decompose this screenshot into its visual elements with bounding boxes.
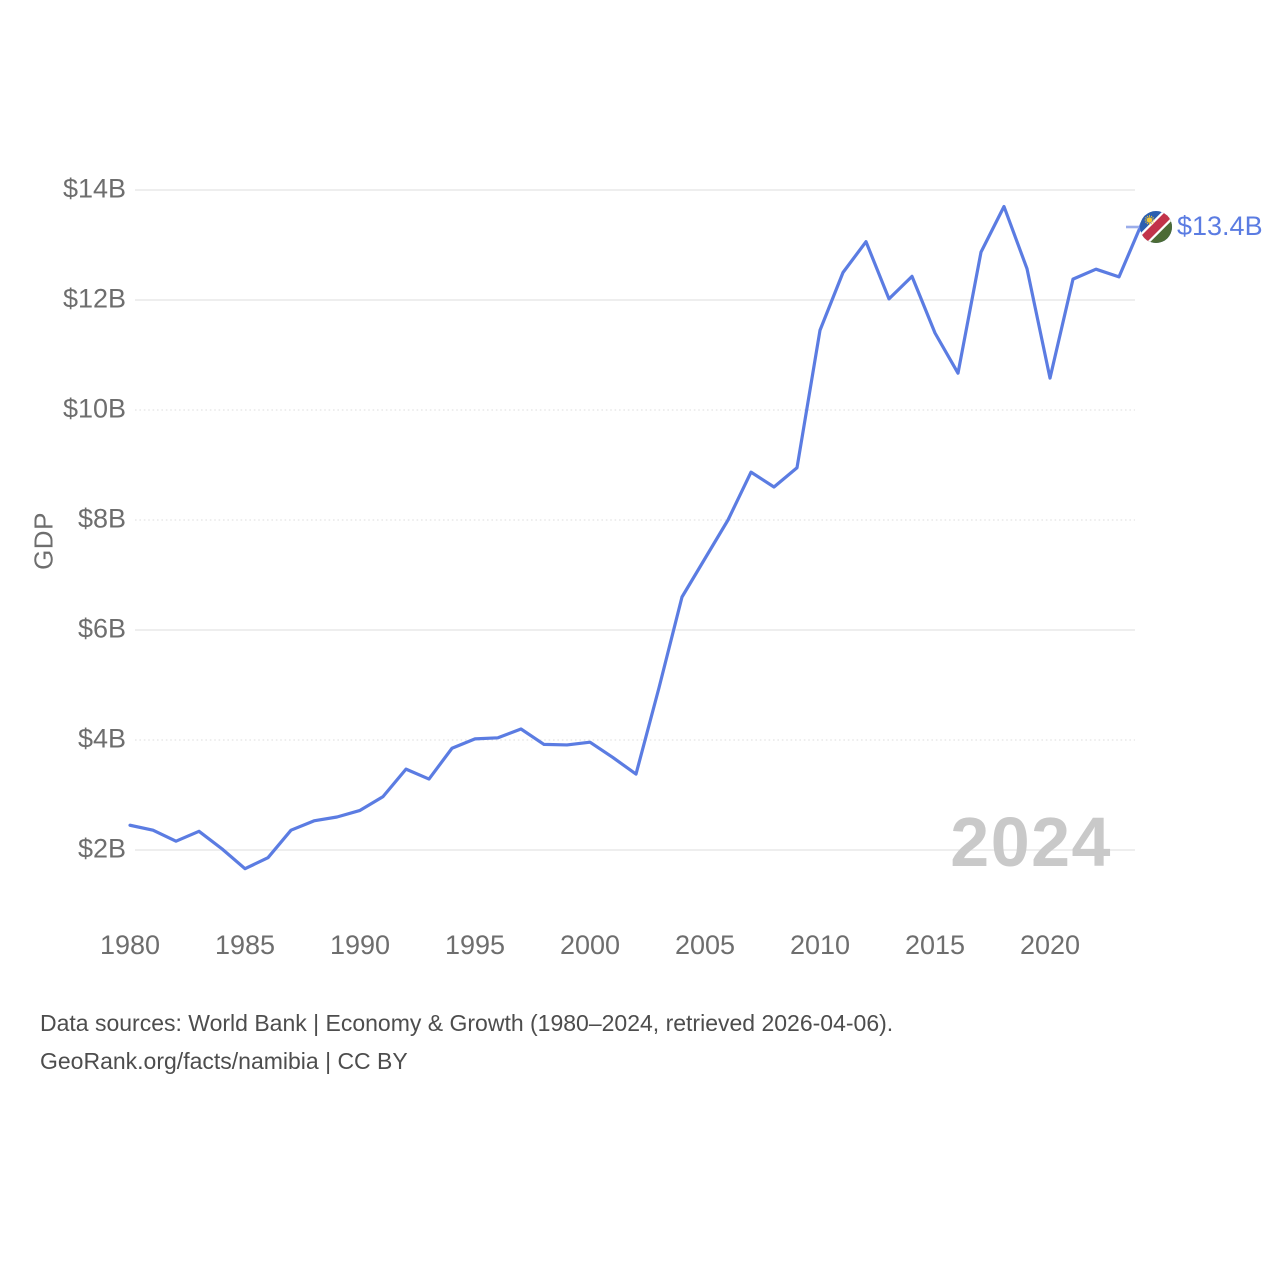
x-axis-tick-label: 1990 — [329, 930, 391, 960]
y-axis-tick-label: $2B — [77, 833, 126, 864]
gdp-line-series — [128, 204, 1144, 871]
y-axis-title: GDP — [28, 512, 59, 570]
y-axis-tick-label: $10B — [62, 393, 126, 424]
y-axis-tick-label: $12B — [62, 283, 126, 314]
x-axis-tick-label: 2015 — [904, 930, 966, 960]
x-axis-tick-label: 2000 — [559, 930, 621, 960]
y-axis-tick-label: $6B — [77, 613, 126, 644]
x-axis-tick-label: 1985 — [214, 930, 276, 960]
latest-value-label: $13.4B — [1177, 210, 1263, 241]
x-axis-tick-label: 2005 — [674, 930, 736, 960]
year-watermark: 2024 — [950, 803, 1112, 881]
x-axis-tick-label: 1980 — [99, 930, 161, 960]
y-axis-tick-label: $14B — [62, 173, 126, 204]
x-axis-tick-label: 2020 — [1019, 930, 1081, 960]
y-axis-tick-label: $4B — [77, 723, 126, 754]
namibia-flag-icon — [1140, 211, 1172, 243]
namibia-flag-icon — [1140, 211, 1172, 243]
x-axis-tick-label: 1995 — [444, 930, 506, 960]
attribution-text: GeoRank.org/facts/namibia | CC BY — [40, 1048, 408, 1074]
x-axis-tick-label: 2010 — [789, 930, 851, 960]
data-sources-text: Data sources: World Bank | Economy & Gro… — [40, 1010, 894, 1036]
y-axis-tick-label: $8B — [77, 503, 126, 534]
footer: Data sources: World Bank | Economy & Gro… — [40, 1004, 893, 1080]
